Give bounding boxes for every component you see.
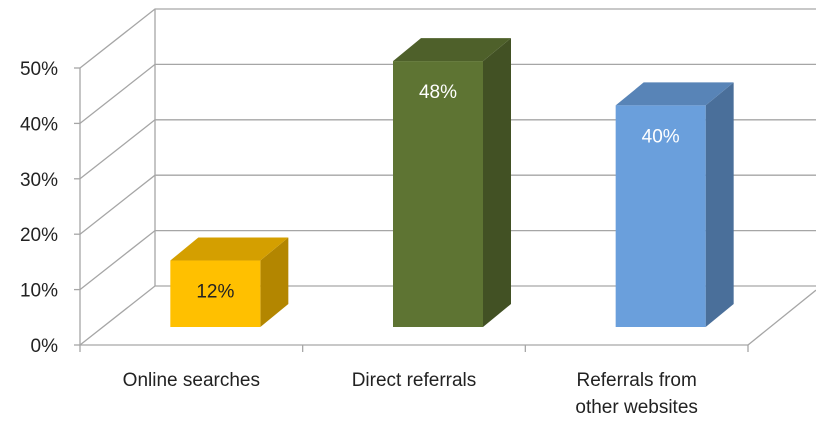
value-label: 48% — [419, 82, 457, 103]
bar-top — [170, 237, 289, 261]
bar-side — [260, 237, 289, 327]
grid-line — [79, 8, 816, 69]
bar — [393, 61, 483, 328]
x-tick-label: Direct referrals — [351, 370, 477, 391]
y-tick-label: 10% — [20, 281, 58, 302]
value-label: 12% — [196, 282, 234, 303]
y-tick-label: 0% — [31, 336, 59, 357]
bar-top — [615, 82, 734, 106]
grid-line — [79, 119, 816, 180]
y-tick-label: 50% — [20, 59, 58, 80]
bar-side — [483, 38, 511, 327]
bar-side — [705, 82, 734, 328]
grid-line — [79, 174, 816, 235]
bar-top — [393, 38, 511, 62]
grid-line — [79, 285, 816, 346]
bar — [615, 105, 706, 328]
grid-line — [79, 63, 816, 124]
y-tick-label: 30% — [20, 170, 58, 191]
bar — [170, 260, 261, 327]
y-tick-label: 40% — [20, 114, 58, 135]
floor-right-edge — [747, 289, 816, 346]
grid-line — [79, 229, 816, 291]
x-tick-label: Referrals from other websites — [575, 370, 698, 418]
x-tick-label: Online searches — [122, 370, 260, 391]
y-tick-label: 20% — [20, 225, 58, 246]
value-label: 40% — [642, 126, 680, 147]
